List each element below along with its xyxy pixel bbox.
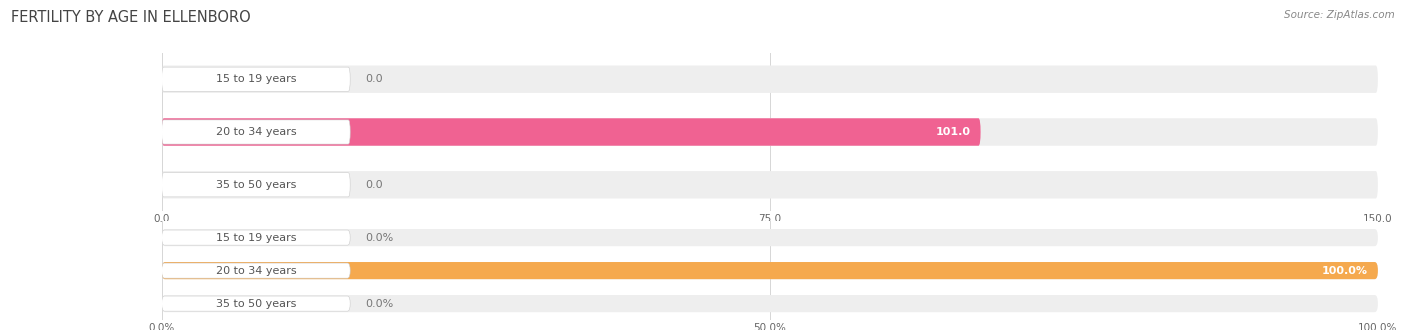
FancyBboxPatch shape [162, 295, 1378, 312]
Text: 20 to 34 years: 20 to 34 years [215, 266, 297, 276]
Text: 100.0%: 100.0% [1322, 266, 1368, 276]
FancyBboxPatch shape [162, 173, 350, 197]
Text: 15 to 19 years: 15 to 19 years [215, 233, 297, 243]
FancyBboxPatch shape [162, 296, 350, 311]
FancyBboxPatch shape [162, 118, 980, 146]
Text: 0.0%: 0.0% [364, 233, 394, 243]
Text: 15 to 19 years: 15 to 19 years [215, 74, 297, 84]
FancyBboxPatch shape [162, 262, 1378, 279]
Text: 35 to 50 years: 35 to 50 years [215, 299, 297, 309]
Text: 35 to 50 years: 35 to 50 years [215, 180, 297, 190]
Text: FERTILITY BY AGE IN ELLENBORO: FERTILITY BY AGE IN ELLENBORO [11, 10, 252, 25]
Text: 101.0: 101.0 [936, 127, 972, 137]
Text: 0.0: 0.0 [364, 74, 382, 84]
Text: 20 to 34 years: 20 to 34 years [215, 127, 297, 137]
FancyBboxPatch shape [162, 65, 1378, 93]
FancyBboxPatch shape [162, 262, 1378, 279]
Text: 0.0%: 0.0% [364, 299, 394, 309]
FancyBboxPatch shape [162, 229, 1378, 246]
FancyBboxPatch shape [162, 118, 1378, 146]
FancyBboxPatch shape [162, 263, 350, 278]
Text: 0.0: 0.0 [364, 180, 382, 190]
FancyBboxPatch shape [162, 171, 1378, 199]
FancyBboxPatch shape [162, 67, 350, 91]
FancyBboxPatch shape [162, 230, 350, 245]
Text: Source: ZipAtlas.com: Source: ZipAtlas.com [1284, 10, 1395, 20]
FancyBboxPatch shape [162, 120, 350, 144]
